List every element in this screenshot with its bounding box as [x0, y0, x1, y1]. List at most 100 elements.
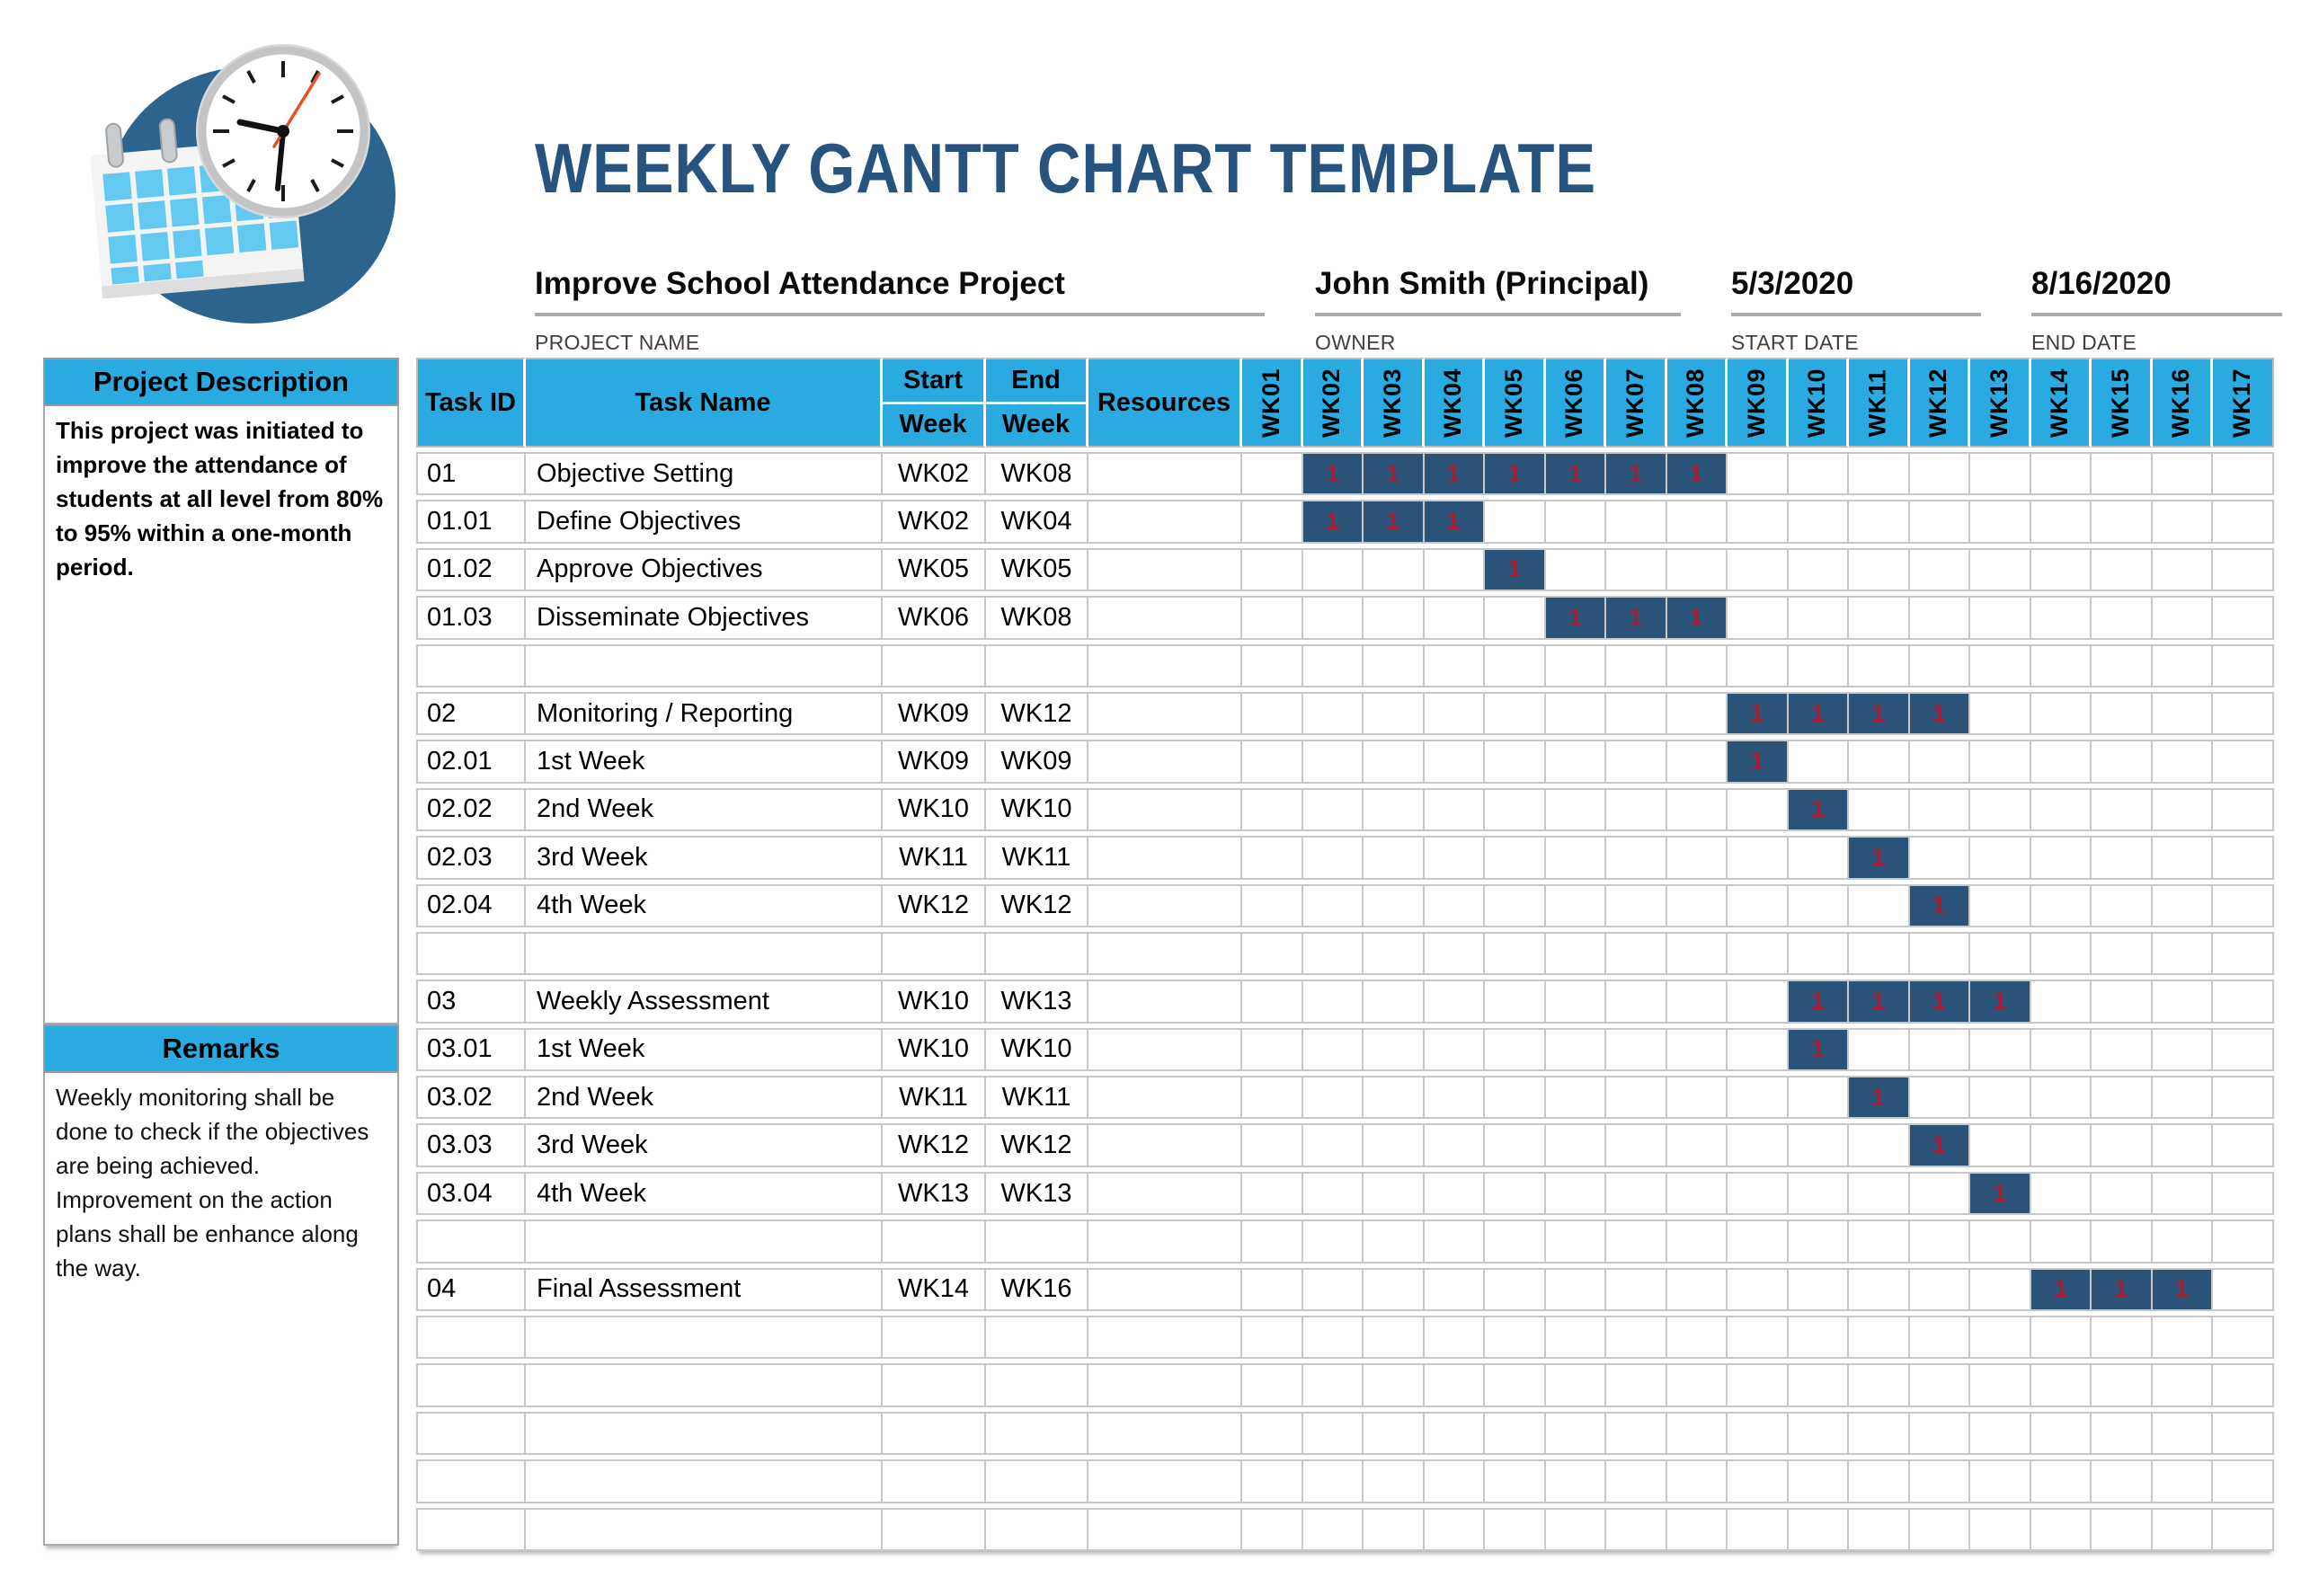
gantt-bar-cell: 1	[1666, 452, 1728, 496]
gantt-empty-cell	[1485, 500, 1546, 544]
gantt-bar-cell: 1	[1970, 980, 2031, 1024]
gantt-empty-cell	[1424, 691, 1485, 736]
gantt-empty-cell	[1424, 883, 1485, 927]
gantt-empty-cell	[1849, 1267, 1910, 1312]
gantt-empty-cell	[1485, 980, 1546, 1024]
resources-cell	[1088, 1267, 1242, 1312]
header-resources: Resources	[1088, 358, 1242, 448]
resources-cell	[1088, 836, 1242, 880]
start-week-cell	[883, 1411, 986, 1456]
gantt-empty-cell	[1849, 643, 1910, 687]
gantt-empty-cell	[2092, 836, 2153, 880]
gantt-empty-cell	[1424, 931, 1485, 976]
gantt-bar-cell: 1	[1909, 980, 1970, 1024]
gantt-empty-cell	[2030, 500, 2092, 544]
gantt-empty-cell	[1302, 1076, 1364, 1120]
gantt-empty-cell	[1242, 596, 1303, 640]
gantt-empty-cell	[2092, 691, 2153, 736]
gantt-empty-cell	[1302, 1316, 1364, 1360]
resources-cell	[1088, 1171, 1242, 1216]
gantt-empty-cell	[2152, 596, 2213, 640]
gantt-empty-cell	[1424, 1316, 1485, 1360]
week-header-wk10: WK10	[1788, 358, 1849, 448]
gantt-empty-cell	[1970, 1123, 2031, 1167]
project-name-value: Improve School Attendance Project	[535, 266, 1065, 301]
gantt-empty-cell	[1485, 596, 1546, 640]
end-week-cell: WK13	[986, 1171, 1088, 1216]
week-header-wk04: WK04	[1424, 358, 1485, 448]
gantt-empty-cell	[1485, 1363, 1546, 1407]
week-header-wk02: WK02	[1302, 358, 1364, 448]
gantt-empty-cell	[1909, 1171, 1970, 1216]
gantt-empty-cell	[1485, 931, 1546, 976]
gantt-bar-cell: 1	[1485, 547, 1546, 592]
gantt-empty-cell	[1970, 740, 2031, 784]
gantt-empty-cell	[2030, 596, 2092, 640]
resources-cell	[1088, 1363, 1242, 1407]
gantt-empty-cell	[1424, 1459, 1485, 1503]
gantt-empty-cell	[1424, 1171, 1485, 1216]
gantt-empty-cell	[2213, 836, 2274, 880]
end-week-cell	[986, 1411, 1088, 1456]
week-header-label: WK08	[1682, 368, 1710, 438]
gantt-empty-cell	[1242, 500, 1303, 544]
gantt-empty-cell	[1424, 1267, 1485, 1312]
gantt-empty-cell	[2030, 547, 2092, 592]
gantt-empty-cell	[1485, 643, 1546, 687]
gantt-empty-cell	[1728, 1076, 1789, 1120]
gantt-empty-cell	[2092, 931, 2153, 976]
resources-cell	[1088, 1123, 1242, 1167]
resources-cell	[1088, 643, 1242, 687]
gantt-empty-cell	[2213, 740, 2274, 784]
end-week-cell	[986, 1363, 1088, 1407]
week-header-label: WK05	[1499, 368, 1527, 438]
gantt-empty-cell	[1606, 1267, 1667, 1312]
gantt-empty-cell	[1970, 1219, 2031, 1264]
gantt-empty-cell	[1606, 980, 1667, 1024]
gantt-empty-cell	[1364, 547, 1425, 592]
gantt-empty-cell	[1424, 596, 1485, 640]
gantt-empty-cell	[1606, 1316, 1667, 1360]
project-name-underline	[535, 313, 1265, 316]
gantt-empty-cell	[2152, 836, 2213, 880]
gantt-empty-cell	[1788, 883, 1849, 927]
gantt-empty-cell	[1364, 691, 1425, 736]
gantt-empty-cell	[1728, 1171, 1789, 1216]
task-id-cell: 01.03	[416, 596, 526, 640]
gantt-empty-cell	[1606, 691, 1667, 736]
project-info-row: Improve School Attendance Project PROJEC…	[535, 266, 2282, 355]
gantt-empty-cell	[1666, 1171, 1728, 1216]
gantt-empty-cell	[1364, 1171, 1425, 1216]
gantt-empty-cell	[2092, 596, 2153, 640]
gantt-empty-cell	[1849, 500, 1910, 544]
gantt-empty-cell	[1666, 691, 1728, 736]
gantt-empty-cell	[1545, 1027, 1606, 1072]
gantt-empty-cell	[1424, 1363, 1485, 1407]
gantt-empty-cell	[2092, 1363, 2153, 1407]
gantt-empty-cell	[1242, 1219, 1303, 1264]
task-id-cell: 02.04	[416, 883, 526, 927]
gantt-empty-cell	[1364, 787, 1425, 832]
gantt-empty-cell	[1909, 931, 1970, 976]
gantt-empty-cell	[1970, 691, 2031, 736]
gantt-bar-cell: 1	[1788, 1027, 1849, 1072]
gantt-empty-cell	[1849, 1507, 1910, 1551]
start-week-cell: WK10	[883, 980, 986, 1024]
resources-cell	[1088, 931, 1242, 976]
gantt-empty-cell	[1970, 1076, 2031, 1120]
gantt-empty-cell	[2213, 787, 2274, 832]
task-name-cell: 4th Week	[526, 883, 883, 927]
gantt-empty-cell	[1728, 1027, 1789, 1072]
end-week-cell	[986, 1316, 1088, 1360]
week-header-label: WK10	[1803, 368, 1831, 438]
gantt-empty-cell	[1302, 836, 1364, 880]
gantt-empty-cell	[2030, 1316, 2092, 1360]
gantt-empty-cell	[2092, 1171, 2153, 1216]
gantt-empty-cell	[2213, 1363, 2274, 1407]
gantt-empty-cell	[1666, 787, 1728, 832]
task-id-cell: 02	[416, 691, 526, 736]
gantt-empty-cell	[1545, 1219, 1606, 1264]
gantt-empty-cell	[2213, 1171, 2274, 1216]
start-date-block: 5/3/2020 START DATE	[1731, 266, 1981, 355]
owner-block: John Smith (Principal) OWNER	[1315, 266, 1681, 355]
